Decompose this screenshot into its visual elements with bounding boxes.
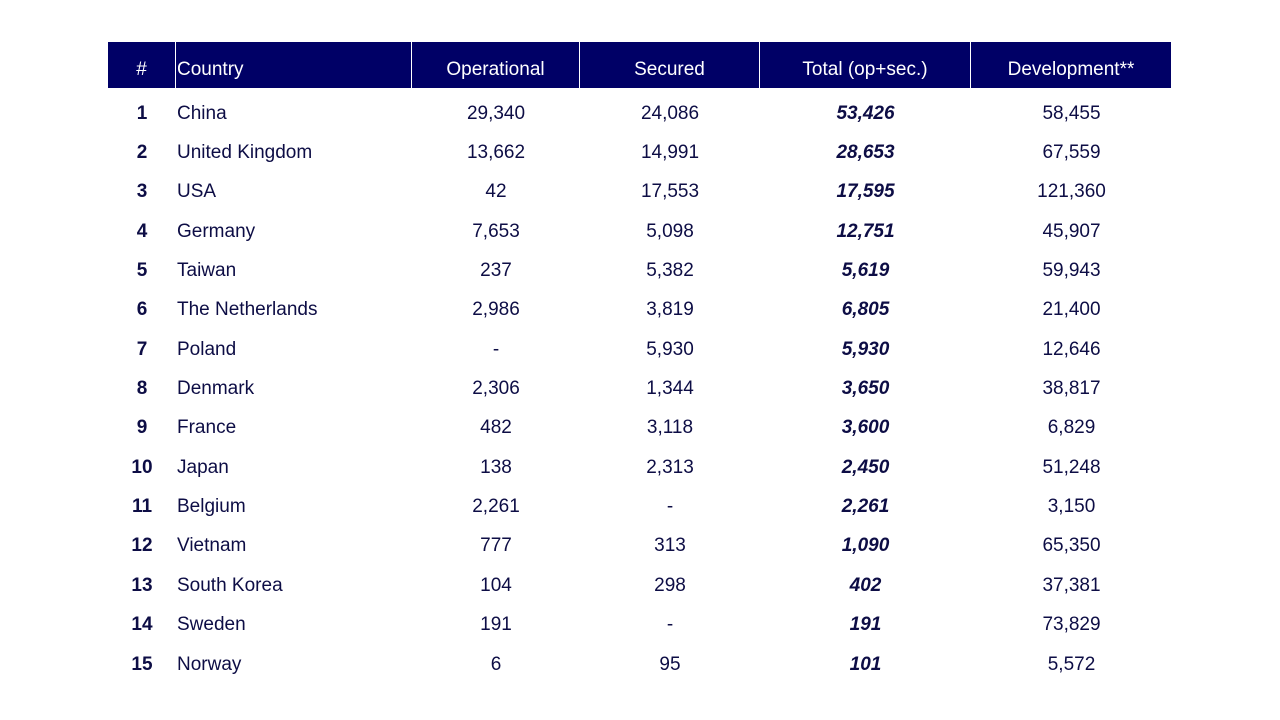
table-cell: South Korea xyxy=(177,574,283,596)
table-cell: 313 xyxy=(654,535,686,557)
table-cell: 6 xyxy=(490,653,502,675)
table-cell: 6,805 xyxy=(841,299,890,321)
table-cell: 29,340 xyxy=(466,102,526,124)
table-cell: 1,090 xyxy=(841,535,890,557)
header-cell: Country xyxy=(176,42,412,88)
table-cell: 95 xyxy=(659,653,681,675)
table-cell: 138 xyxy=(480,456,512,478)
table-cell: 5,572 xyxy=(1047,653,1096,675)
table-cell: 121,360 xyxy=(1037,181,1106,203)
table-cell: 11 xyxy=(131,496,153,518)
table-cell: Taiwan xyxy=(177,259,237,281)
table-cell: 1 xyxy=(136,102,148,124)
table-cell: 17,553 xyxy=(640,181,700,203)
header-cell: Secured xyxy=(580,42,760,88)
table-cell: 237 xyxy=(480,259,512,281)
header-cell: Development** xyxy=(971,42,1172,88)
table-cell: 1,344 xyxy=(646,378,694,399)
table-cell: 21,400 xyxy=(1042,299,1101,321)
table-cell: 58,455 xyxy=(1042,102,1101,124)
table-cell: 191 xyxy=(480,614,512,636)
table-cell: Sweden xyxy=(177,614,246,636)
table-cell: 3,819 xyxy=(646,299,694,321)
table-cell: - xyxy=(492,338,500,360)
table-cell: 45,907 xyxy=(1042,220,1101,242)
table-cell: 51,248 xyxy=(1042,456,1101,478)
table-cell: 13 xyxy=(131,574,153,596)
table-cell: 2,986 xyxy=(472,299,520,321)
table-cell: 5,382 xyxy=(646,259,694,281)
header-cell: Total (op+sec.) xyxy=(760,42,971,88)
table-cell: 17,595 xyxy=(836,181,895,203)
header-cell: Operational xyxy=(412,42,580,88)
table-cell: 3,600 xyxy=(841,417,890,439)
table-cell: - xyxy=(666,496,674,518)
table-cell: 777 xyxy=(480,535,512,557)
table-cell: Norway xyxy=(177,653,242,675)
table-cell: China xyxy=(177,102,227,124)
table-cell: 3,118 xyxy=(646,417,694,439)
table-cell: 38,817 xyxy=(1042,378,1101,399)
table-cell: 42 xyxy=(485,181,507,203)
table-cell: 2 xyxy=(136,141,148,163)
table-cell: 28,653 xyxy=(836,141,895,163)
table-cell: 67,559 xyxy=(1042,141,1101,163)
table-cell: 5,619 xyxy=(841,259,890,281)
table-cell: 15 xyxy=(131,653,153,675)
table-cell: 7,653 xyxy=(472,220,520,242)
table-cell: 3 xyxy=(136,181,148,203)
table-cell: 2,261 xyxy=(472,496,520,518)
table-cell: 104 xyxy=(480,574,512,596)
table-cell: 24,086 xyxy=(640,102,700,124)
table-cell: 191 xyxy=(849,614,882,636)
table-cell: USA xyxy=(177,181,217,203)
table-cell: 402 xyxy=(849,574,882,596)
table-cell: 12,646 xyxy=(1042,338,1101,360)
table-cell: Belgium xyxy=(177,496,246,518)
table-cell: 6,829 xyxy=(1047,417,1096,439)
header-cell: # xyxy=(108,42,176,88)
table-cell: 73,829 xyxy=(1042,614,1101,636)
table-cell: The Netherlands xyxy=(177,299,318,321)
table-cell: 5,098 xyxy=(646,220,694,242)
table-cell: 12,751 xyxy=(836,220,895,242)
table-cell: 14 xyxy=(131,614,153,636)
table-cell: 2,306 xyxy=(472,378,520,399)
table-cell: 59,943 xyxy=(1042,259,1101,281)
table-cell: 65,350 xyxy=(1042,535,1101,557)
table-cell: 37,381 xyxy=(1042,574,1101,596)
table-cell: 2,450 xyxy=(841,456,890,478)
table-cell: 5 xyxy=(136,259,148,281)
table-cell: 13,662 xyxy=(466,141,526,163)
table-cell: Poland xyxy=(177,338,237,360)
table-cell: 5,930 xyxy=(646,338,694,360)
table-cell: 101 xyxy=(849,653,882,675)
table-cell: 3,150 xyxy=(1047,496,1096,518)
table-cell: 9 xyxy=(136,417,148,439)
table-cell: 12 xyxy=(131,535,153,557)
table-cell: 2,261 xyxy=(841,496,890,518)
table-cell: France xyxy=(177,417,237,439)
table-cell: Vietnam xyxy=(177,535,247,557)
table-cell: 10 xyxy=(131,456,153,478)
table-cell: 3,650 xyxy=(841,378,890,399)
table-cell: Japan xyxy=(177,456,229,478)
table-cell: 6 xyxy=(136,299,148,321)
table-cell: 53,426 xyxy=(836,102,895,124)
table-cell: Germany xyxy=(177,220,256,242)
table-cell: 482 xyxy=(480,417,512,439)
table-cell: 8 xyxy=(136,378,148,399)
table-cell: 14,991 xyxy=(640,141,700,163)
table-cell: - xyxy=(666,614,674,636)
table-cell: 2,313 xyxy=(646,456,694,478)
table-cell: Denmark xyxy=(177,378,255,399)
table-cell: 5,930 xyxy=(841,338,890,360)
table-cell: 4 xyxy=(136,220,148,242)
table-cell: 7 xyxy=(136,338,148,360)
table-cell: United Kingdom xyxy=(177,141,313,163)
table-cell: 298 xyxy=(654,574,686,596)
